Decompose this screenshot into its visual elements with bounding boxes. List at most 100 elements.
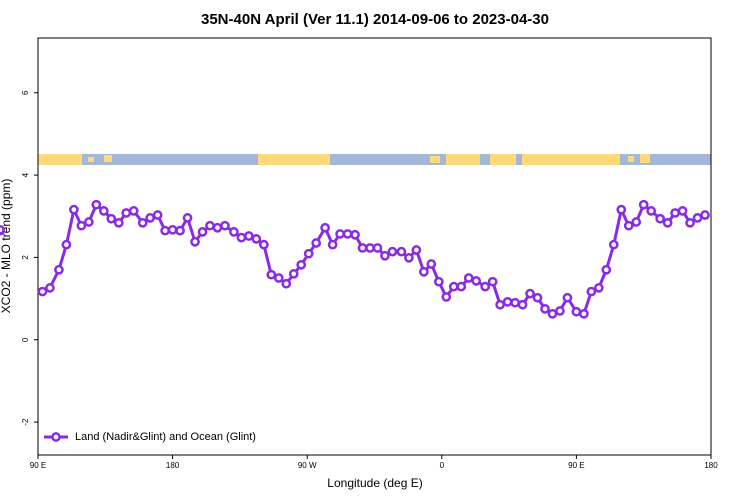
- data-point: [532, 292, 543, 303]
- data-point: [547, 308, 558, 319]
- x-tick-label: 180: [166, 461, 180, 470]
- data-point: [327, 239, 338, 250]
- data-point: [456, 281, 467, 292]
- data-point: [281, 278, 292, 289]
- data-point: [426, 259, 437, 269]
- land-ocean-strip: [38, 154, 711, 165]
- data-point: [160, 225, 170, 236]
- data-point: [616, 204, 627, 215]
- legend-label: Land (Nadir&Glint) and Ocean (Glint): [75, 431, 256, 443]
- data-point: [91, 199, 102, 210]
- data-point: [167, 224, 178, 235]
- data-point: [562, 292, 573, 303]
- data-point: [106, 213, 117, 224]
- data-point: [335, 229, 345, 239]
- data-point: [113, 217, 124, 228]
- data-point: [212, 222, 223, 233]
- data-point: [137, 217, 148, 228]
- data-point: [220, 220, 230, 231]
- data-point: [229, 227, 239, 237]
- data-point: [700, 210, 710, 220]
- data-point: [608, 239, 619, 250]
- y-tick-label: 2: [21, 255, 30, 260]
- data-point: [357, 243, 368, 253]
- data-point: [45, 283, 55, 293]
- data-point: [190, 236, 200, 247]
- data-point: [288, 269, 299, 279]
- data-point: [54, 264, 64, 275]
- data-point: [448, 281, 459, 292]
- data-point: [655, 213, 666, 224]
- data-point: [342, 229, 353, 239]
- data-point: [320, 222, 330, 233]
- data-point: [480, 281, 491, 292]
- data-point: [0, 224, 5, 235]
- data-point: [365, 243, 375, 253]
- data-point: [350, 229, 360, 240]
- data-point: [601, 264, 612, 275]
- data-point: [540, 304, 550, 314]
- data-point: [387, 246, 398, 257]
- data-point: [61, 239, 72, 250]
- data-point: [517, 299, 528, 310]
- data-point: [631, 217, 642, 227]
- data-point: [685, 217, 695, 228]
- y-tick-label: -2: [21, 418, 30, 426]
- data-point: [586, 286, 597, 297]
- data-point: [76, 220, 87, 231]
- data-point: [677, 206, 688, 216]
- data-point: [128, 206, 139, 216]
- x-tick-label: 90 E: [568, 461, 584, 470]
- data-point: [441, 292, 452, 302]
- x-tick-label: 90 W: [298, 461, 317, 470]
- data-point: [411, 245, 422, 255]
- data-point: [273, 273, 284, 283]
- x-axis-label: Longitude (deg E): [327, 476, 422, 490]
- data-point: [380, 250, 390, 261]
- data-point: [419, 266, 429, 277]
- plot-frame: [37, 37, 712, 456]
- x-tick-label: 90 E: [30, 461, 46, 470]
- data-point: [175, 225, 185, 236]
- data-point: [205, 220, 215, 231]
- data-point: [303, 248, 314, 259]
- x-tick-label: 180: [704, 461, 718, 470]
- legend-swatch-marker: [51, 432, 61, 442]
- data-point: [404, 252, 414, 263]
- data-point: [579, 308, 589, 319]
- data-point: [98, 206, 109, 216]
- data-point: [471, 276, 482, 286]
- data-point: [670, 208, 680, 218]
- y-axis-label: XCO2 - MLO trend (ppm): [0, 179, 13, 314]
- y-tick-label: 4: [21, 172, 30, 177]
- data-point: [258, 239, 269, 250]
- data-point: [372, 243, 383, 253]
- data-point: [152, 210, 163, 220]
- data-point: [69, 204, 79, 215]
- data-point: [145, 213, 156, 223]
- data-point: [182, 213, 193, 223]
- data-point: [487, 276, 498, 287]
- y-tick-label: 6: [21, 90, 30, 95]
- data-point: [571, 306, 582, 317]
- data-point: [121, 208, 132, 218]
- chart-title: 35N-40N April (Ver 11.1) 2014-09-06 to 2…: [201, 11, 549, 28]
- data-point: [525, 288, 535, 299]
- data-point: [555, 306, 565, 316]
- data-point: [692, 213, 703, 223]
- data-point: [251, 234, 262, 244]
- data-point: [623, 220, 634, 231]
- data-point: [266, 269, 277, 280]
- data-point: [311, 238, 322, 248]
- data-point: [396, 246, 407, 257]
- y-tick-label: 0: [21, 337, 30, 342]
- data-point: [83, 217, 94, 227]
- data-point: [502, 297, 513, 307]
- data-point: [510, 297, 520, 308]
- data-point: [638, 199, 649, 210]
- data-point: [236, 232, 247, 243]
- data-point: [296, 259, 307, 270]
- data-point: [463, 273, 474, 283]
- x-tick-label: 0: [440, 461, 445, 470]
